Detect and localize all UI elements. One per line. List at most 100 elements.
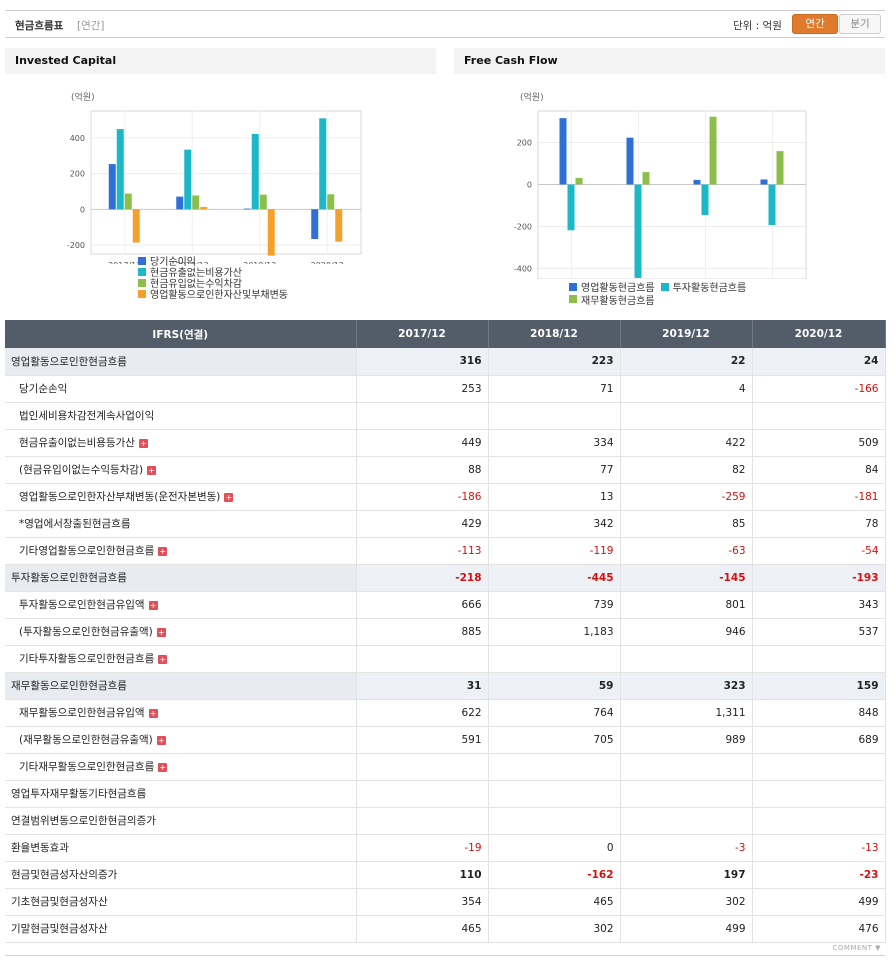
row-label-text: 영업투자재무활동기타현금흐름 — [11, 788, 147, 800]
tab-annual[interactable]: 연간 — [792, 14, 838, 34]
free-cash-flow-panel: Free Cash Flow (억원)-400-20002002017/1220… — [454, 48, 885, 310]
table-cell: -54 — [752, 537, 886, 565]
table-cell: -193 — [752, 564, 886, 592]
table-cell: 739 — [488, 591, 621, 619]
row-label-text: 영업활동으로인한현금흐름 — [11, 355, 127, 368]
row-label-text: (투자활동으로인한현금유출액) — [19, 626, 153, 638]
legend-item: 현금유출없는비용가산 — [138, 266, 288, 279]
table-cell: 302 — [488, 915, 621, 943]
column-header: 2020/12 — [752, 320, 886, 348]
row-label-text: 당기순손익 — [19, 383, 68, 395]
row-label[interactable]: 기타영업활동으로인한현금흐름 + — [5, 537, 357, 565]
table-cell: -19 — [356, 834, 489, 862]
row-label: 영업투자재무활동기타현금흐름 — [5, 780, 357, 808]
bar — [335, 209, 343, 242]
table-row: 법인세비용차감전계속사업이익 — [5, 402, 886, 430]
expand-icon[interactable]: + — [158, 546, 168, 556]
row-label: 재무활동으로인한현금흐름 — [5, 672, 357, 700]
table-cell: 764 — [488, 699, 621, 727]
table-row: 투자활동으로인한현금유입액 +666 739 801 343 — [5, 591, 886, 619]
row-label: 투자활동으로인한현금흐름 — [5, 564, 357, 592]
table-cell: 31 — [356, 672, 489, 700]
expand-icon[interactable]: + — [148, 600, 158, 610]
table-row: 영업투자재무활동기타현금흐름 — [5, 780, 886, 808]
legend-label: 재무활동현금흐름 — [581, 295, 655, 307]
table-cell — [620, 645, 753, 673]
table-cell: 499 — [620, 915, 753, 943]
row-label: 현금및현금성자산의증가 — [5, 861, 357, 889]
table-row: 재무활동으로인한현금유입액 +622 764 1,311 848 — [5, 699, 886, 727]
table-cell — [488, 753, 621, 781]
bar — [124, 193, 132, 210]
expand-icon[interactable]: + — [224, 492, 234, 502]
row-label[interactable]: (현금유입이없는수익등차감) + — [5, 456, 357, 484]
table-cell: 509 — [752, 429, 886, 457]
row-label[interactable]: 기타재무활동으로인한현금흐름 + — [5, 753, 357, 781]
expand-icon[interactable]: + — [156, 627, 166, 637]
table-cell — [488, 645, 621, 673]
expand-icon[interactable]: + — [147, 465, 157, 475]
legend-swatch — [138, 267, 146, 276]
row-label-text: 재무활동으로인한현금유입액 — [19, 707, 145, 719]
table-cell: -186 — [356, 483, 489, 511]
expand-icon[interactable]: + — [158, 654, 168, 664]
row-label-text: 기말현금및현금성자산 — [11, 923, 108, 935]
table-cell: 323 — [620, 672, 753, 700]
table-cell: 59 — [488, 672, 621, 700]
table-header-row: IFRS(연결) 2017/12 2018/12 2019/12 2020/12 — [5, 320, 886, 348]
bar — [693, 179, 701, 185]
row-label[interactable]: (투자활동으로인한현금유출액) + — [5, 618, 357, 646]
table-cell — [620, 753, 753, 781]
table-row: 환율변동효과 -19 0 -3 -13 — [5, 834, 886, 862]
legend-item: 현금유입없는수익차감 — [138, 277, 288, 290]
expand-icon[interactable]: + — [138, 438, 148, 448]
row-label-text: 기타영업활동으로인한현금흐름 — [19, 545, 155, 557]
row-label-text: 기타재무활동으로인한현금흐름 — [19, 761, 155, 773]
row-label[interactable]: (재무활동으로인한현금유출액) + — [5, 726, 357, 754]
table-footer: COMMENT ▼ — [5, 942, 885, 956]
bar — [184, 149, 192, 210]
row-label: 영업활동으로인한현금흐름 — [5, 348, 357, 376]
legend-swatch — [138, 278, 146, 287]
y-tick-label: 400 — [70, 134, 85, 143]
table-cell: 622 — [356, 699, 489, 727]
expand-icon[interactable]: + — [148, 708, 158, 718]
bar — [709, 116, 717, 185]
row-label: 법인세비용차감전계속사업이익 — [5, 402, 357, 430]
table-cell: 88 — [356, 456, 489, 484]
table-cell: 666 — [356, 591, 489, 619]
bar — [567, 184, 575, 231]
row-label-text: *영업에서창출된현금흐름 — [19, 518, 131, 530]
table-cell — [620, 780, 753, 808]
legend-item: 영업활동현금흐름 — [569, 281, 655, 294]
table-cell: 78 — [752, 510, 886, 538]
tab-quarterly[interactable]: 분기 — [839, 14, 881, 34]
row-label[interactable]: 기타투자활동으로인한현금흐름 + — [5, 645, 357, 673]
row-label[interactable]: 현금유출이없는비용등가산 + — [5, 429, 357, 457]
table-cell: 22 — [620, 348, 753, 376]
row-label[interactable]: 영업활동으로인한자산부채변동(운전자본변동) + — [5, 483, 357, 511]
table-cell — [356, 807, 489, 835]
row-label[interactable]: 재무활동으로인한현금유입액 + — [5, 699, 357, 727]
table-cell: 253 — [356, 375, 489, 403]
table-cell: 465 — [488, 888, 621, 916]
row-label[interactable]: 투자활동으로인한현금유입액 + — [5, 591, 357, 619]
table-cell: 705 — [488, 726, 621, 754]
row-label-text: (재무활동으로인한현금유출액) — [19, 734, 153, 746]
legend-swatch — [138, 289, 146, 298]
legend-label: 투자활동현금흐름 — [672, 283, 747, 294]
bar — [116, 129, 124, 210]
expand-icon[interactable]: + — [158, 762, 168, 772]
table-row: 현금유출이없는비용등가산 +449 334 422 509 — [5, 429, 886, 457]
table-cell: 316 — [356, 348, 489, 376]
legend-swatch — [569, 282, 577, 291]
table-cell: 84 — [752, 456, 886, 484]
comment-toggle[interactable]: COMMENT ▼ — [832, 944, 881, 952]
row-label-text: 기타투자활동으로인한현금흐름 — [19, 653, 155, 665]
table-row: (현금유입이없는수익등차감) +88 77 82 84 — [5, 456, 886, 484]
table-cell — [620, 402, 753, 430]
legend-item: 재무활동현금흐름 — [569, 294, 655, 307]
expand-icon[interactable]: + — [156, 735, 166, 745]
table-cell: 591 — [356, 726, 489, 754]
table-cell: 499 — [752, 888, 886, 916]
